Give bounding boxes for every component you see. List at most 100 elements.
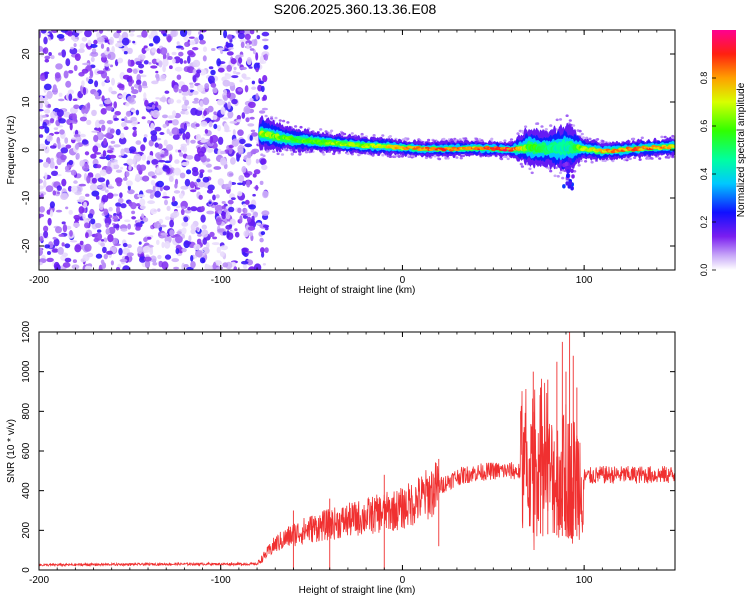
- noise-speckle: [237, 88, 243, 92]
- y-tick-label: 10: [21, 96, 32, 108]
- noise-speckle: [205, 242, 210, 249]
- noise-speckle: [44, 172, 48, 180]
- noise-speckle: [54, 131, 60, 135]
- noise-speckle: [100, 259, 105, 265]
- halo-speckle: [663, 135, 667, 139]
- noise-speckle: [135, 140, 142, 145]
- noise-speckle: [149, 194, 154, 200]
- noise-speckle: [156, 166, 160, 174]
- noise-speckle: [81, 107, 89, 115]
- noise-speckle: [156, 137, 162, 141]
- noise-speckle: [56, 185, 62, 191]
- halo-speckle: [633, 156, 637, 159]
- noise-speckle: [132, 157, 136, 165]
- noise-speckle: [217, 178, 224, 186]
- halo-speckle: [324, 130, 328, 133]
- noise-speckle: [246, 57, 252, 65]
- noise-speckle: [202, 176, 210, 183]
- halo-speckle: [304, 150, 309, 154]
- noise-speckle: [164, 241, 171, 249]
- noise-speckle: [139, 256, 146, 263]
- noise-speckle: [183, 264, 189, 268]
- noise-speckle: [244, 172, 251, 178]
- noise-speckle: [242, 180, 246, 186]
- noise-speckle: [259, 55, 264, 64]
- noise-speckle: [161, 196, 170, 199]
- noise-speckle: [129, 33, 135, 37]
- noise-speckle: [232, 70, 237, 75]
- snr-x-label: Height of straight line (km): [299, 585, 416, 596]
- noise-speckle: [73, 180, 78, 184]
- noise-speckle: [96, 132, 104, 141]
- noise-speckle: [127, 223, 131, 230]
- x-tick-label: -100: [211, 575, 231, 586]
- noise-speckle: [101, 81, 105, 87]
- noise-speckle: [123, 126, 129, 131]
- noise-speckle: [249, 48, 255, 51]
- noise-speckle: [108, 154, 117, 159]
- noise-speckle: [261, 107, 268, 111]
- noise-speckle: [132, 68, 138, 74]
- noise-speckle: [65, 144, 72, 149]
- noise-speckle: [139, 205, 146, 210]
- noise-speckle: [86, 252, 94, 258]
- noise-speckle: [180, 47, 185, 50]
- noise-speckle: [94, 80, 99, 88]
- noise-speckle: [143, 237, 148, 243]
- ridge-cell: [671, 145, 675, 148]
- noise-speckle: [157, 254, 162, 260]
- noise-speckle: [108, 206, 113, 212]
- noise-speckle: [86, 119, 92, 125]
- noise-speckle: [228, 144, 234, 149]
- noise-speckle: [219, 251, 225, 257]
- noise-speckle: [250, 129, 256, 133]
- noise-speckle: [102, 246, 107, 254]
- noise-speckle: [226, 34, 233, 40]
- halo-speckle: [504, 155, 508, 158]
- noise-speckle: [226, 91, 231, 99]
- tail-speckle: [567, 184, 572, 189]
- noise-speckle: [208, 201, 212, 205]
- noise-speckle: [84, 30, 92, 38]
- noise-speckle: [106, 120, 113, 125]
- noise-speckle: [82, 62, 90, 66]
- noise-speckle: [99, 169, 108, 176]
- noise-speckle: [162, 114, 168, 119]
- noise-speckle: [180, 146, 185, 151]
- halo-speckle: [360, 134, 364, 138]
- halo-speckle: [530, 171, 534, 175]
- colorbar-tick-label: 0.0: [699, 264, 709, 277]
- x-tick-label: -200: [29, 275, 49, 286]
- noise-speckle: [199, 169, 205, 174]
- noise-speckle: [212, 202, 219, 206]
- noise-speckle: [186, 137, 190, 146]
- noise-speckle: [217, 136, 224, 145]
- noise-speckle: [61, 49, 66, 58]
- noise-speckle: [73, 134, 81, 138]
- noise-speckle: [60, 154, 67, 161]
- noise-speckle: [146, 236, 152, 240]
- noise-speckle: [205, 158, 211, 162]
- noise-speckle: [97, 229, 102, 233]
- halo-speckle: [278, 119, 282, 122]
- halo-speckle: [568, 119, 572, 122]
- noise-speckle: [151, 159, 159, 165]
- noise-speckle: [100, 43, 105, 49]
- noise-speckle: [256, 222, 262, 226]
- noise-speckle: [179, 172, 186, 179]
- noise-speckle: [264, 53, 269, 61]
- noise-speckle: [135, 61, 142, 66]
- noise-speckle: [200, 121, 208, 127]
- noise-speckle: [255, 158, 259, 164]
- noise-speckle: [195, 123, 200, 127]
- noise-speckle: [169, 219, 175, 228]
- noise-speckle: [207, 184, 215, 191]
- noise-speckle: [187, 30, 192, 36]
- noise-speckle: [186, 155, 194, 160]
- y-tick-label: -10: [21, 190, 32, 205]
- noise-speckle: [97, 36, 105, 43]
- noise-speckle: [192, 170, 199, 177]
- noise-speckle: [244, 33, 251, 41]
- noise-speckle: [200, 205, 205, 212]
- noise-speckle: [199, 172, 204, 179]
